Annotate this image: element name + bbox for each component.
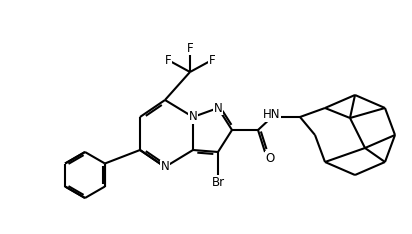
Text: F: F: [165, 54, 171, 66]
Text: HN: HN: [263, 109, 281, 121]
Text: N: N: [214, 102, 222, 114]
Text: Br: Br: [211, 176, 225, 190]
Text: F: F: [187, 41, 193, 55]
Text: N: N: [161, 161, 169, 173]
Text: N: N: [189, 110, 197, 124]
Text: F: F: [209, 54, 215, 66]
Text: O: O: [265, 151, 275, 165]
